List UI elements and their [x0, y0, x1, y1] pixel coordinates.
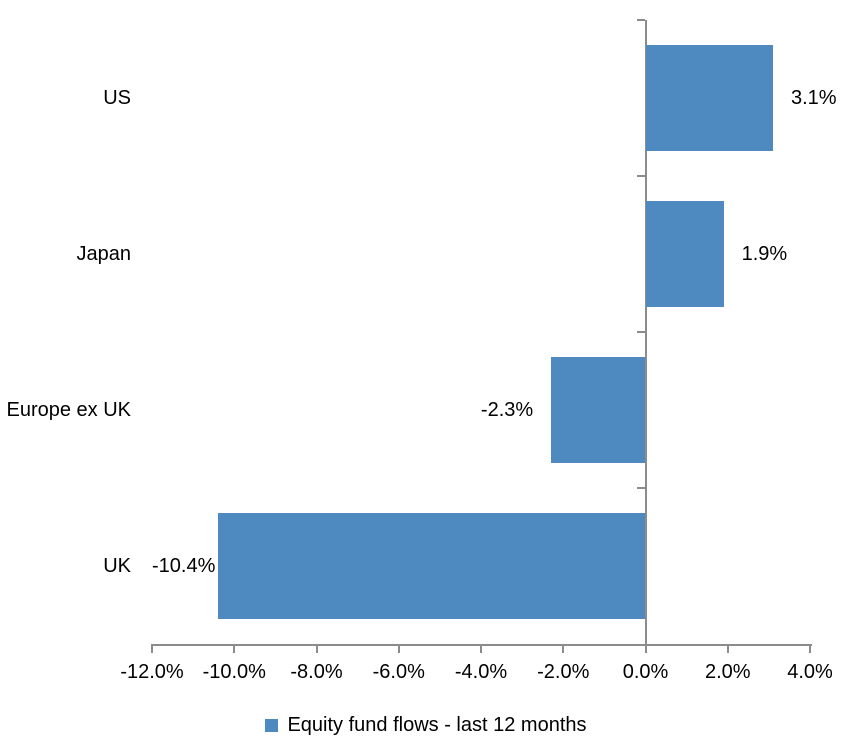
x-axis-tick-label: -12.0% — [120, 661, 184, 683]
bar-us — [645, 45, 773, 151]
x-axis-line — [152, 644, 812, 646]
x-axis-tick-label: -10.0% — [202, 661, 266, 683]
value-label: 3.1% — [790, 87, 837, 109]
value-label: -10.4% — [152, 555, 216, 577]
bar-europe-ex-uk — [550, 357, 646, 463]
x-axis-tick-label: 4.0% — [787, 661, 833, 683]
x-axis-tick — [644, 644, 647, 653]
x-axis-tick — [233, 644, 236, 653]
category-tick — [636, 487, 645, 489]
category-label: UK — [103, 555, 131, 577]
x-axis-tick — [562, 644, 565, 653]
legend: Equity fund flows - last 12 months — [0, 711, 852, 739]
bar-uk — [217, 513, 646, 619]
x-axis-tick-label: 0.0% — [622, 661, 669, 683]
bar-japan — [645, 201, 724, 307]
x-axis-tick-label: -6.0% — [372, 661, 425, 683]
x-axis-tick — [315, 644, 318, 653]
value-label: -2.3% — [480, 399, 534, 421]
legend-swatch — [265, 718, 279, 732]
x-axis-tick — [397, 644, 400, 653]
category-label: US — [103, 87, 131, 109]
x-axis-tick-label: -8.0% — [290, 661, 343, 683]
category-tick — [636, 19, 645, 21]
x-axis-tick-label: -2.0% — [537, 661, 590, 683]
x-axis-tick — [809, 644, 811, 653]
category-tick — [636, 175, 645, 177]
x-axis-tick-label: 2.0% — [704, 661, 751, 683]
x-axis-tick — [480, 644, 482, 653]
x-axis-tick-label: -4.0% — [454, 661, 508, 683]
category-tick — [636, 331, 645, 333]
legend-label: Equity fund flows - last 12 months — [287, 714, 587, 736]
x-axis-tick — [726, 644, 729, 653]
y-axis-zero-line — [644, 20, 647, 644]
category-label: Europe ex UK — [6, 399, 131, 421]
category-label: Japan — [76, 243, 132, 265]
value-label: 1.9% — [741, 243, 788, 265]
x-axis-tick — [151, 644, 153, 653]
